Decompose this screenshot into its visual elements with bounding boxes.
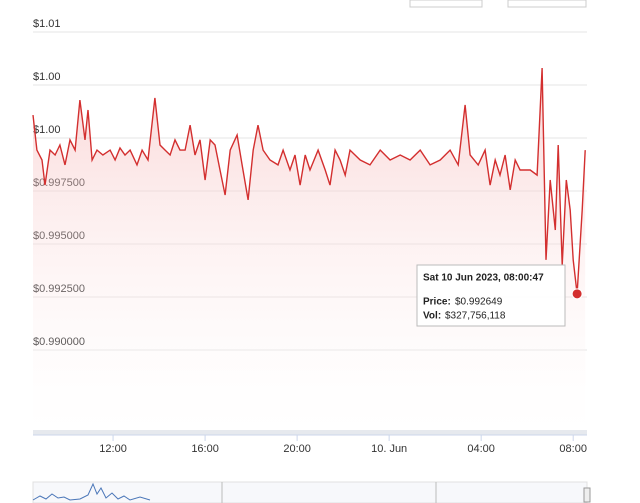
navigator-grip[interactable]: [583, 487, 591, 503]
y-tick-label: $1.01: [33, 18, 61, 30]
date-input[interactable]: [507, 0, 587, 8]
tooltip: Sat 10 Jun 2023, 08:00:47 Price: $0.9926…: [416, 264, 566, 327]
navigator-bg: [32, 481, 588, 503]
volume-strip: [33, 430, 587, 435]
area-fill: [33, 68, 586, 435]
x-axis-labels: 12:00 16:00 20:00 10. Jun 04:00 08:00: [99, 435, 587, 455]
hover-point: [571, 288, 583, 300]
x-tick-label: 12:00: [99, 443, 127, 455]
tooltip-date: Sat 10 Jun 2023, 08:00:47: [423, 273, 544, 284]
y-tick-label: $1.00: [33, 124, 61, 136]
date-input[interactable]: [409, 0, 483, 8]
tooltip-vol: $327,756,118: [445, 311, 506, 322]
tooltip-price: $0.992649: [455, 297, 503, 308]
plot: [32, 67, 586, 435]
x-tick-label: 04:00: [467, 443, 495, 455]
y-tick-label: $1.00: [33, 71, 61, 83]
tooltip-vol-label: Vol:: [423, 311, 441, 322]
navigator[interactable]: [32, 481, 591, 503]
navigator-line: [32, 482, 151, 501]
tooltip-box: [416, 264, 566, 327]
price-line: [32, 67, 586, 294]
tooltip-price-label: Price:: [423, 297, 451, 308]
x-tick-label: 10. Jun: [371, 443, 407, 455]
x-tick-label: 16:00: [191, 443, 219, 455]
x-tick-label: 08:00: [559, 443, 587, 455]
x-tick-label: 20:00: [283, 443, 311, 455]
